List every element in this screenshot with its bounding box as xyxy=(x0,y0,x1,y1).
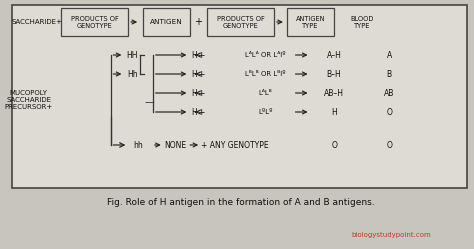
Text: H: H xyxy=(191,51,197,60)
Text: AB: AB xyxy=(384,88,394,98)
FancyBboxPatch shape xyxy=(143,8,190,36)
Text: O: O xyxy=(386,108,392,117)
Text: H: H xyxy=(191,69,197,78)
Text: + ANY GENOTYPE: + ANY GENOTYPE xyxy=(201,140,268,149)
Text: LᴬLᴬ OR LᴬIº: LᴬLᴬ OR LᴬIº xyxy=(245,52,285,58)
Text: B–H: B–H xyxy=(327,69,341,78)
Text: A: A xyxy=(387,51,392,60)
Text: hh: hh xyxy=(133,140,143,149)
Text: ANTIGEN: ANTIGEN xyxy=(150,19,183,25)
Text: SACCHARIDE+: SACCHARIDE+ xyxy=(11,19,62,25)
Text: A–H: A–H xyxy=(327,51,342,60)
Text: LᴮLᴮ OR LᴮIº: LᴮLᴮ OR LᴮIº xyxy=(245,71,285,77)
Text: LºLº: LºLº xyxy=(258,109,273,115)
Text: O: O xyxy=(386,140,392,149)
FancyBboxPatch shape xyxy=(61,8,128,36)
Text: +: + xyxy=(197,108,205,117)
Text: MUCOPOLY
SACCHARIDE
PRECURSOR+: MUCOPOLY SACCHARIDE PRECURSOR+ xyxy=(5,90,53,110)
Text: H: H xyxy=(191,88,197,98)
Text: PRODUCTS OF
GENOTYPE: PRODUCTS OF GENOTYPE xyxy=(71,15,118,28)
Text: Fig. Role of H antigen in the formation of A and B antigens.: Fig. Role of H antigen in the formation … xyxy=(107,197,374,206)
Text: LᴬLᴮ: LᴬLᴮ xyxy=(258,90,272,96)
Text: H: H xyxy=(191,108,197,117)
Text: B: B xyxy=(387,69,392,78)
Text: +: + xyxy=(197,69,205,78)
Text: H: H xyxy=(331,108,337,117)
Text: BLOOD
TYPE: BLOOD TYPE xyxy=(350,15,374,28)
Text: +: + xyxy=(197,51,205,60)
Text: O: O xyxy=(331,140,337,149)
Text: AB–H: AB–H xyxy=(324,88,344,98)
FancyBboxPatch shape xyxy=(12,5,467,188)
FancyBboxPatch shape xyxy=(287,8,334,36)
Text: ANTIGEN
TYPE: ANTIGEN TYPE xyxy=(296,15,325,28)
Text: —: — xyxy=(144,97,154,107)
Text: +: + xyxy=(197,88,205,98)
Text: Hh: Hh xyxy=(127,69,137,78)
FancyBboxPatch shape xyxy=(207,8,274,36)
Text: HH: HH xyxy=(127,51,138,60)
Text: +: + xyxy=(194,17,202,27)
Text: NONE: NONE xyxy=(164,140,187,149)
Text: PRODUCTS OF
GENOTYPE: PRODUCTS OF GENOTYPE xyxy=(217,15,264,28)
Text: biologystudypoint.com: biologystudypoint.com xyxy=(351,232,431,238)
